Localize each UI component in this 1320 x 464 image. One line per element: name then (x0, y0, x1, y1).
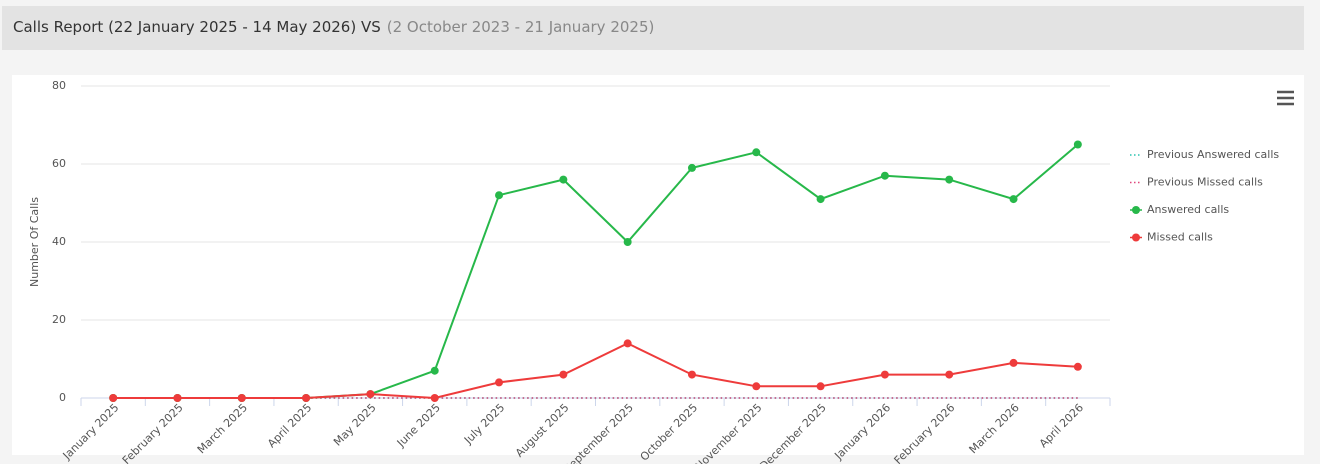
data-point (559, 175, 568, 184)
data-point (237, 394, 246, 402)
data-point (945, 175, 954, 184)
menu-button[interactable] (1277, 90, 1294, 106)
comparison-period: (2 October 2023 - 21 January 2025) (386, 18, 655, 36)
chart-background (12, 75, 1304, 455)
data-point (495, 378, 504, 387)
data-point (173, 394, 182, 402)
data-point (430, 394, 439, 402)
data-point (1009, 195, 1018, 204)
data-point (687, 370, 696, 379)
y-tick-label: 20 (52, 313, 66, 326)
data-point (816, 382, 825, 391)
data-point (880, 370, 889, 379)
data-point (687, 163, 696, 172)
y-axis-label: Number Of Calls (28, 197, 41, 287)
data-point (1073, 362, 1082, 371)
report-title: Calls Report (22 January 2025 - 14 May 2… (13, 18, 381, 36)
legend-label: Missed calls (1147, 231, 1213, 244)
data-point (752, 148, 761, 157)
y-tick-label: 60 (52, 157, 66, 170)
legend-marker (1132, 233, 1140, 242)
data-point (623, 238, 632, 246)
data-point (880, 171, 889, 180)
data-point (495, 191, 504, 200)
legend-marker (1132, 206, 1140, 214)
y-tick-label: 40 (52, 235, 66, 248)
legend-label: Answered calls (1147, 203, 1229, 216)
y-tick-label: 80 (52, 79, 66, 92)
data-point (1073, 140, 1082, 149)
data-point (623, 339, 632, 348)
legend-label: Previous Missed calls (1147, 176, 1263, 189)
data-point (109, 394, 118, 402)
data-point (752, 382, 761, 391)
legend-label: Previous Answered calls (1147, 148, 1279, 161)
header: Calls Report (22 January 2025 - 14 May 2… (2, 6, 1304, 50)
data-point (1009, 358, 1018, 367)
data-point (366, 390, 375, 399)
y-tick-label: 0 (59, 391, 66, 404)
data-point (945, 370, 954, 379)
series-line (113, 342, 1078, 400)
data-point (816, 195, 825, 204)
data-point (302, 394, 311, 402)
data-point (430, 366, 439, 375)
data-point (559, 370, 568, 379)
